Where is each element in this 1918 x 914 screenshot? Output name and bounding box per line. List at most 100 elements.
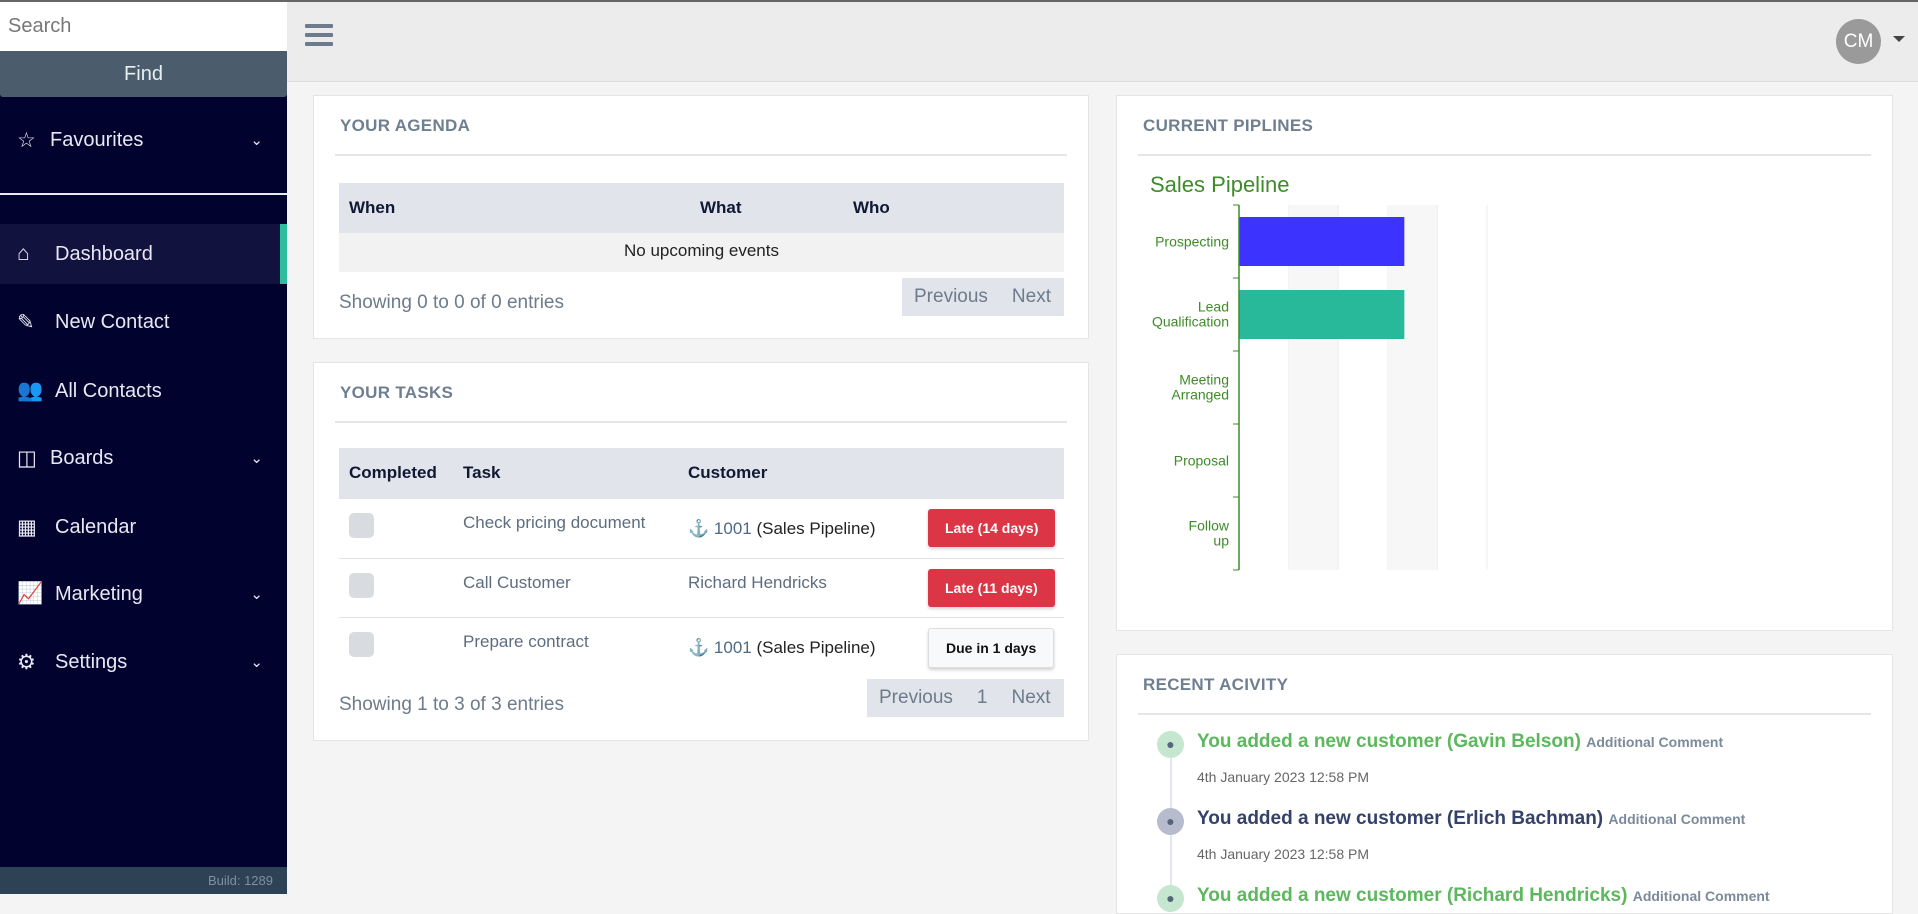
pagination: Previous Next bbox=[902, 278, 1064, 316]
anchor-icon: ⚓ bbox=[688, 637, 710, 657]
card-title: YOUR TASKS bbox=[340, 383, 454, 402]
table-row: Call Customer Richard Hendricks Late (11… bbox=[339, 557, 1064, 617]
build-number: Build: 1289 bbox=[0, 867, 287, 894]
column-header[interactable]: Who bbox=[843, 183, 1064, 233]
chart-title: Sales Pipeline bbox=[1150, 172, 1289, 197]
chart-line-icon: 📈 bbox=[17, 582, 44, 605]
previous-button[interactable]: Previous bbox=[914, 286, 988, 307]
card-title: CURRENT PIPLINES bbox=[1143, 116, 1314, 135]
divider bbox=[1138, 154, 1871, 156]
sidebar-item-label: Favourites bbox=[50, 128, 144, 151]
sidebar-item-all-contacts[interactable]: 👥 All Contacts bbox=[0, 361, 287, 421]
customer-link[interactable]: 1001 bbox=[713, 637, 752, 657]
pipelines-card: CURRENT PIPLINES Sales Pipeline Prospecti… bbox=[1116, 95, 1893, 631]
columns-icon: ◫ bbox=[17, 446, 37, 470]
bar-prospecting bbox=[1239, 217, 1405, 266]
agenda-card: YOUR AGENDA When What Who No upcoming ev… bbox=[313, 95, 1089, 339]
table-row: Prepare contract ⚓ 1001 (Sales Pipeline)… bbox=[339, 616, 1064, 676]
star-icon: ☆ bbox=[17, 128, 36, 152]
home-icon: ⌂ bbox=[17, 242, 30, 265]
completed-checkbox[interactable] bbox=[349, 512, 374, 538]
next-button[interactable]: Next bbox=[1011, 286, 1051, 307]
divider bbox=[335, 421, 1067, 423]
user-icon: ● bbox=[1157, 731, 1184, 758]
sidebar: Find ☆ Favourites ⌄ ⌂ Dashboard ✎ New Co… bbox=[0, 2, 287, 894]
sidebar-item-settings[interactable]: ⚙ Settings ⌄ bbox=[0, 632, 287, 692]
category-label: Follow up bbox=[1189, 518, 1230, 549]
users-icon: 👥 bbox=[17, 379, 44, 402]
divider bbox=[335, 154, 1067, 156]
search-input[interactable] bbox=[0, 2, 287, 51]
chevron-down-icon: ⌄ bbox=[250, 654, 263, 671]
pipeline-name: (Sales Pipeline) bbox=[756, 637, 876, 657]
table-row: Check pricing document ⚓ 1001 (Sales Pip… bbox=[339, 497, 1064, 558]
bar-lead-qualification bbox=[1239, 290, 1405, 339]
sidebar-item-new-contact[interactable]: ✎ New Contact bbox=[0, 292, 287, 352]
activity-item[interactable]: You added a new customer (Richard Hendri… bbox=[1197, 885, 1770, 907]
sales-pipeline-chart: Sales Pipeline Prospecting Lead Qualificati… bbox=[1150, 172, 1488, 571]
customer-cell: ⚓ 1001 (Sales Pipeline) bbox=[678, 497, 918, 558]
customer-cell: ⚓ 1001 (Sales Pipeline) bbox=[678, 616, 918, 676]
task-name: Check pricing document bbox=[453, 497, 678, 558]
activity-comment: Additional Comment bbox=[1608, 811, 1746, 827]
topbar: CM bbox=[287, 2, 1918, 82]
category-label: Prospecting bbox=[1155, 234, 1229, 250]
activity-timestamp: 4th January 2023 12:58 PM bbox=[1197, 769, 1370, 785]
category-label: Meeting Arranged bbox=[1171, 372, 1229, 403]
previous-button[interactable]: Previous bbox=[879, 687, 953, 708]
sidebar-item-label: All Contacts bbox=[55, 379, 162, 402]
activity-item[interactable]: You added a new customer (Erlich Bachman… bbox=[1197, 808, 1745, 830]
category-label: Lead Qualification bbox=[1152, 299, 1229, 330]
column-header[interactable]: Customer bbox=[678, 448, 918, 498]
sidebar-item-dashboard[interactable]: ⌂ Dashboard bbox=[0, 224, 287, 284]
task-name: Call Customer bbox=[453, 557, 678, 617]
sidebar-item-label: Settings bbox=[55, 650, 128, 673]
activity-timestamp: 4th January 2023 12:58 PM bbox=[1197, 846, 1370, 862]
completed-checkbox[interactable] bbox=[349, 631, 374, 657]
sidebar-item-label: Calendar bbox=[55, 515, 137, 538]
next-button[interactable]: Next bbox=[1011, 687, 1051, 708]
customer-name[interactable]: Richard Hendricks bbox=[678, 557, 918, 617]
activity-item[interactable]: You added a new customer (Gavin Belson) … bbox=[1197, 731, 1723, 753]
column-header[interactable]: Task bbox=[453, 448, 678, 498]
chevron-down-icon: ⌄ bbox=[250, 586, 263, 603]
pagination: Previous 1 Next bbox=[867, 679, 1064, 717]
status-badge: Late (14 days) bbox=[928, 508, 1056, 547]
completed-checkbox[interactable] bbox=[349, 572, 374, 598]
sidebar-item-label: New Contact bbox=[55, 310, 170, 333]
sidebar-item-calendar[interactable]: ▦ Calendar bbox=[0, 497, 287, 557]
entries-info: Showing 1 to 3 of 3 entries bbox=[339, 694, 564, 715]
customer-link[interactable]: 1001 bbox=[713, 518, 752, 538]
category-label: Proposal bbox=[1174, 453, 1229, 469]
sidebar-item-boards[interactable]: ◫ Boards ⌄ bbox=[0, 428, 287, 488]
activity-text: You added a new customer (Erlich Bachman… bbox=[1197, 808, 1604, 829]
sidebar-item-marketing[interactable]: 📈 Marketing ⌄ bbox=[0, 564, 287, 624]
activity-comment: Additional Comment bbox=[1632, 888, 1770, 904]
card-title: YOUR AGENDA bbox=[340, 116, 471, 135]
task-name: Prepare contract bbox=[453, 616, 678, 676]
sidebar-item-label: Dashboard bbox=[55, 242, 153, 265]
sidebar-item-label: Boards bbox=[50, 446, 114, 469]
agenda-table: When What Who No upcoming events bbox=[339, 183, 1064, 272]
chevron-down-icon: ⌄ bbox=[250, 450, 263, 467]
page-1-button[interactable]: 1 bbox=[976, 687, 988, 708]
divider bbox=[1138, 713, 1871, 715]
cogs-icon: ⚙ bbox=[17, 650, 36, 674]
activity-comment: Additional Comment bbox=[1586, 734, 1724, 750]
caret-down-icon[interactable] bbox=[1893, 36, 1905, 42]
divider bbox=[0, 193, 287, 195]
empty-message: No upcoming events bbox=[339, 233, 1064, 272]
chevron-down-icon: ⌄ bbox=[250, 132, 263, 149]
entries-info: Showing 0 to 0 of 0 entries bbox=[339, 292, 564, 313]
menu-toggle-icon[interactable] bbox=[305, 24, 333, 46]
sidebar-item-favourites[interactable]: ☆ Favourites ⌄ bbox=[0, 110, 287, 170]
user-icon: ● bbox=[1157, 808, 1184, 835]
status-badge: Late (11 days) bbox=[928, 568, 1055, 607]
column-header[interactable]: Completed bbox=[339, 448, 453, 498]
column-header[interactable]: When bbox=[339, 183, 690, 233]
activity-text: You added a new customer (Gavin Belson) bbox=[1197, 731, 1581, 752]
avatar[interactable]: CM bbox=[1836, 19, 1881, 64]
find-button[interactable]: Find bbox=[0, 51, 287, 97]
column-header[interactable]: What bbox=[690, 183, 843, 233]
activity-card: RECENT ACIVITY ● You added a new custome… bbox=[1116, 654, 1893, 914]
